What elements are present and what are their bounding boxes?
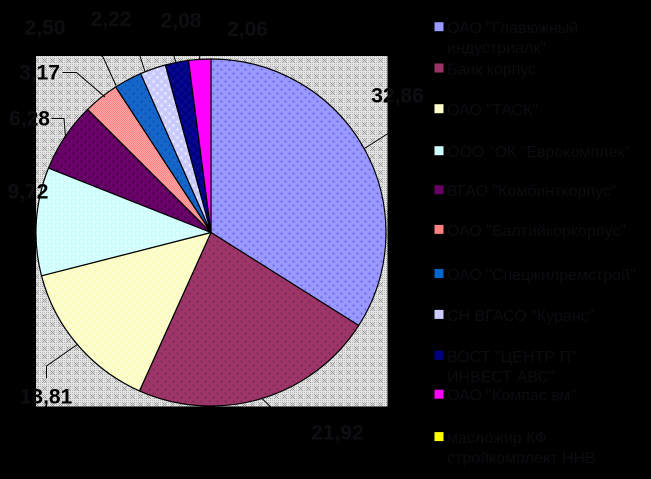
svg-text:Банк корпус: Банк корпус xyxy=(447,62,536,79)
svg-text:стройкомплект ННВ: стройкомплект ННВ xyxy=(447,450,596,467)
svg-text:ОАО "Главюжный: ОАО "Главюжный xyxy=(447,20,578,37)
svg-text:6,28: 6,28 xyxy=(9,108,50,131)
svg-text:2,50: 2,50 xyxy=(25,16,66,39)
svg-text:32,86: 32,86 xyxy=(371,84,424,107)
svg-text:3,17: 3,17 xyxy=(19,62,60,85)
svg-text:ОАО "Балтийкоркорпус": ОАО "Балтийкоркорпус" xyxy=(447,223,626,240)
svg-text:ОАО "ТАСК": ОАО "ТАСК" xyxy=(447,102,538,119)
svg-text:2,50: 2,50 xyxy=(25,16,66,39)
svg-text:3,17: 3,17 xyxy=(19,62,60,85)
svg-text:2,08: 2,08 xyxy=(161,9,202,32)
svg-text:32,86: 32,86 xyxy=(371,84,424,107)
svg-text:13,81: 13,81 xyxy=(20,386,73,409)
svg-text:ВГАО "Комбинткорпус": ВГАО "Комбинткорпус" xyxy=(447,183,617,200)
svg-text:2,06: 2,06 xyxy=(227,18,268,41)
svg-text:2,08: 2,08 xyxy=(161,9,202,32)
svg-text:6,28: 6,28 xyxy=(9,108,50,131)
svg-text:ИНВЕСТ АВС": ИНВЕСТ АВС" xyxy=(447,369,555,386)
svg-text:2,22: 2,22 xyxy=(91,8,132,31)
svg-text:21,92: 21,92 xyxy=(311,422,364,445)
svg-text:ОАО "Компас вм": ОАО "Компас вм" xyxy=(447,388,576,405)
svg-text:2,06: 2,06 xyxy=(227,18,268,41)
svg-text:ОАО "Спецжилремстрой": ОАО "Спецжилремстрой" xyxy=(447,267,636,284)
svg-text:СН ВГАСО "Куранс": СН ВГАСО "Куранс" xyxy=(447,308,594,325)
svg-text:масложир КФ: масложир КФ xyxy=(447,430,547,447)
svg-text:индустриалк": индустриалк" xyxy=(447,40,546,57)
svg-text:13,81: 13,81 xyxy=(20,386,73,409)
svg-text:ВОСТ "ЦЕНТР П": ВОСТ "ЦЕНТР П" xyxy=(447,349,577,366)
svg-text:9,72: 9,72 xyxy=(8,181,49,204)
svg-text:2,22: 2,22 xyxy=(91,8,132,31)
svg-text:21,92: 21,92 xyxy=(311,422,364,445)
svg-text:ООО "ОК "Еврокомплек": ООО "ОК "Еврокомплек" xyxy=(447,144,630,161)
svg-text:9,72: 9,72 xyxy=(8,181,49,204)
